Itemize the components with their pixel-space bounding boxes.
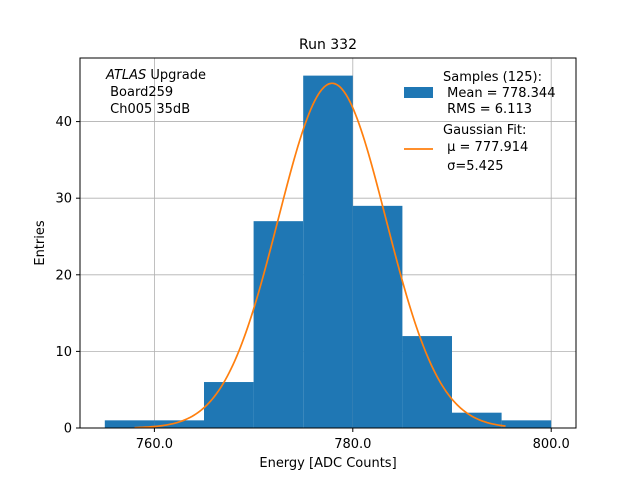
- legend: Samples (125): Mean = 778.344 RMS = 6.11…: [404, 70, 555, 174]
- chart-title: Run 332: [299, 37, 357, 53]
- y-tick-label: 0: [64, 422, 72, 437]
- histogram-bar: [352, 205, 403, 428]
- x-axis-label: Energy [ADC Counts]: [259, 456, 396, 471]
- legend-histogram-title: Samples (125):: [443, 70, 542, 85]
- plot-frame: [79, 57, 577, 429]
- legend-histogram-mean: Mean = 778.344: [443, 86, 555, 101]
- histogram-bar: [253, 221, 304, 428]
- annotation-atlas: ATLAS: [105, 68, 146, 83]
- y-axis-label: Entries: [33, 220, 48, 266]
- histogram-bar: [104, 420, 155, 428]
- y-axis-ticks: 0 10 20 30 40: [55, 115, 80, 437]
- legend-fit-sigma: σ=5.425: [443, 159, 503, 174]
- y-tick-label: 20: [55, 268, 72, 283]
- gaussian-fit-line: [134, 82, 506, 429]
- histogram-bars: [104, 75, 552, 428]
- legend-fit-title: Gaussian Fit:: [443, 123, 526, 138]
- annotation: ATLAS Upgrade Board259 Ch005 35dB: [105, 68, 206, 117]
- histogram-bar: [501, 420, 552, 428]
- x-tick-label: 800.0: [533, 437, 570, 452]
- x-axis-ticks: 760.0 780.0 800.0: [136, 428, 570, 452]
- histogram-bar: [303, 75, 353, 428]
- legend-fit-mu: μ = 777.914: [443, 140, 528, 155]
- annotation-line-1: ATLAS Upgrade: [105, 68, 206, 83]
- histogram-bar: [452, 412, 502, 428]
- legend-histogram-swatch: [404, 87, 433, 98]
- y-tick-label: 30: [55, 192, 72, 207]
- histogram-bar: [154, 420, 204, 428]
- annotation-line-3: Ch005 35dB: [106, 102, 190, 117]
- legend-histogram-rms: RMS = 6.113: [443, 102, 532, 117]
- annotation-line-2: Board259: [106, 85, 173, 100]
- histogram-bar: [204, 382, 254, 428]
- gaussian-fit: [134, 82, 506, 429]
- x-tick-label: 780.0: [334, 437, 371, 452]
- histogram-bar: [402, 336, 452, 428]
- annotation-upgrade: Upgrade: [146, 68, 206, 83]
- y-tick-label: 10: [55, 345, 72, 360]
- y-tick-label: 40: [55, 115, 72, 130]
- x-tick-label: 760.0: [136, 437, 173, 452]
